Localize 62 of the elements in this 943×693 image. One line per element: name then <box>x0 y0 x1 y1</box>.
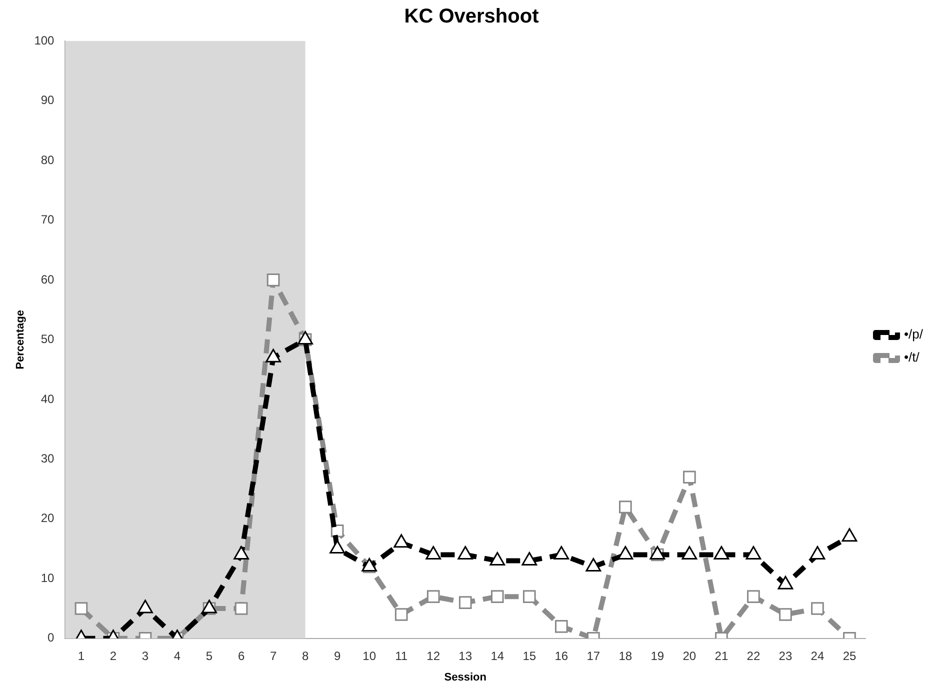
x-tick-label: 23 <box>778 648 792 663</box>
x-tick-label: 14 <box>490 648 504 663</box>
legend-label: •/t/ <box>904 350 920 365</box>
x-tick-label: 21 <box>714 648 728 663</box>
y-tick-label: 40 <box>40 392 55 406</box>
x-tick-label: 15 <box>522 648 536 663</box>
x-tick-label: 20 <box>682 648 696 663</box>
point <box>426 546 442 560</box>
x-tick-label: 10 <box>362 648 376 663</box>
x-tick-label: 17 <box>586 648 600 663</box>
y-tick-label: 20 <box>40 511 55 526</box>
x-tick-label: 6 <box>238 648 245 663</box>
point <box>138 600 153 614</box>
point <box>810 546 826 560</box>
point <box>683 470 696 484</box>
legend-label: •/p/ <box>904 326 924 342</box>
y-tick-label: 80 <box>40 152 55 167</box>
point <box>842 528 858 542</box>
point <box>618 546 634 560</box>
y-tick-label: 30 <box>40 451 55 466</box>
x-tick-label: 5 <box>206 648 213 663</box>
point <box>682 546 698 560</box>
point <box>522 552 538 566</box>
point <box>714 546 730 560</box>
chart-title: KC Overshoot <box>404 6 540 28</box>
point <box>394 534 410 548</box>
x-tick-label: 22 <box>746 648 760 663</box>
x-tick-label: 13 <box>458 648 472 663</box>
point <box>362 558 378 572</box>
x-tick-label: 24 <box>810 648 824 663</box>
y-tick-label: 70 <box>40 212 55 227</box>
x-tick-label: 16 <box>554 648 568 663</box>
point <box>330 540 345 554</box>
y-tick-label: 10 <box>40 570 55 585</box>
x-tick-label: 9 <box>334 648 341 663</box>
point <box>554 546 570 560</box>
x-tick-label: 25 <box>842 648 856 663</box>
x-tick-label: 19 <box>650 648 664 663</box>
point <box>746 546 762 560</box>
y-tick-label: 100 <box>34 33 55 48</box>
x-tick-label: 12 <box>426 648 440 663</box>
y-tick-label: 0 <box>48 630 55 645</box>
y-axis-title: Percentage <box>14 310 27 370</box>
x-tick-label: 2 <box>110 648 117 663</box>
point <box>778 576 794 590</box>
point <box>458 546 474 560</box>
x-tick-label: 11 <box>395 648 408 663</box>
point <box>490 552 506 566</box>
y-tick-label: 90 <box>40 93 55 108</box>
point <box>202 600 217 614</box>
point <box>266 274 280 286</box>
point <box>234 546 249 560</box>
x-tick-label: 3 <box>142 648 149 663</box>
x-tick-label: 1 <box>78 648 85 663</box>
x-tick-label: 4 <box>174 648 181 663</box>
x-tick-label: 18 <box>618 648 632 663</box>
point <box>586 558 602 572</box>
x-tick-label: 8 <box>302 648 309 663</box>
y-tick-label: 60 <box>40 272 55 286</box>
x-axis-title: Session <box>444 671 487 684</box>
x-tick-label: 7 <box>270 648 277 663</box>
y-tick-label: 50 <box>40 332 55 346</box>
